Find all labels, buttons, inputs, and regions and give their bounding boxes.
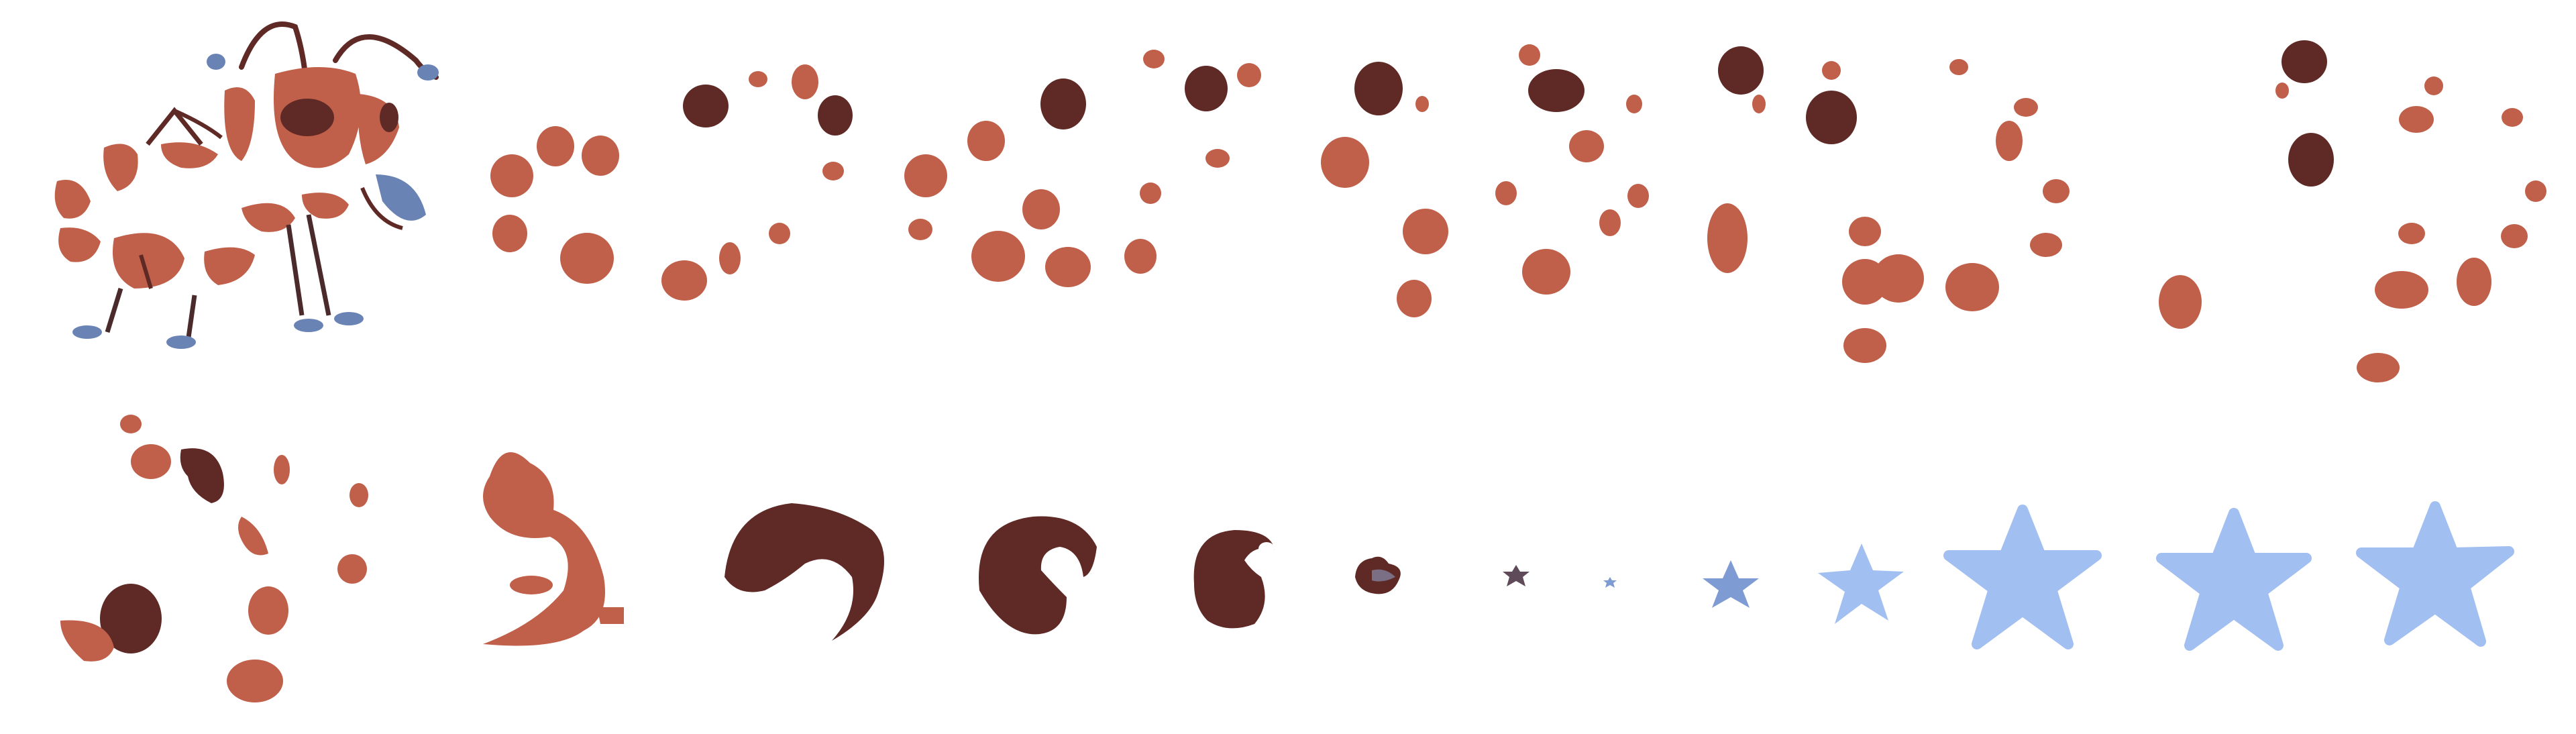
frame-ant-burst-8 xyxy=(1825,0,2080,376)
star-full-1-sprite xyxy=(1943,505,2102,649)
antenna xyxy=(239,21,308,76)
antenna-tip xyxy=(207,54,225,70)
burst-7-sprite xyxy=(1707,46,1888,305)
tiny-star-1-sprite xyxy=(1503,565,1529,586)
foot xyxy=(334,312,364,325)
frame-swirl-4 xyxy=(1181,376,1301,734)
frame-ant-burst-3 xyxy=(892,0,1120,376)
frame-star-grow-1 xyxy=(1677,376,1784,734)
foot xyxy=(166,335,196,349)
frame-swirl-3 xyxy=(966,376,1127,734)
frame-star-full-2 xyxy=(2147,376,2321,734)
foot xyxy=(294,319,323,332)
burst-1-sprite xyxy=(490,126,619,284)
frame-ant-intact xyxy=(40,0,443,376)
frame-swirl-1 xyxy=(456,376,657,734)
frame-ant-burst-9 xyxy=(2080,0,2214,376)
ant-segment xyxy=(161,142,218,168)
burst-2-sprite xyxy=(661,64,853,301)
burst-11-sprite xyxy=(2357,76,2546,382)
ant-eye-side xyxy=(380,103,398,132)
star-full-3-sprite xyxy=(2356,501,2514,647)
ant-segment xyxy=(204,247,255,285)
ant-eye xyxy=(280,99,334,136)
frame-ant-burst-4 xyxy=(1120,0,1295,376)
collapse-sprite xyxy=(60,415,368,702)
mandible-line xyxy=(360,187,403,230)
frame-ant-burst-6 xyxy=(1476,0,1677,376)
star-full-2-sprite xyxy=(2156,508,2312,651)
ant-segment xyxy=(241,203,295,232)
frame-ant-collapse xyxy=(47,376,423,734)
burst-3-sprite xyxy=(904,78,1091,287)
frame-swirl-2 xyxy=(711,376,912,734)
ant-segment xyxy=(103,144,138,191)
frame-ant-burst-7 xyxy=(1697,0,1888,376)
ant-segment xyxy=(54,180,91,219)
frame-star-full-3 xyxy=(2348,376,2522,734)
swirl-2-sprite xyxy=(724,503,884,641)
star-grow-2-sprite xyxy=(1818,543,1904,624)
mandible xyxy=(376,174,426,221)
ant-segment xyxy=(58,227,101,262)
frame-star-grow-2 xyxy=(1798,376,1919,734)
frame-shrink-puff xyxy=(1342,376,1422,734)
shrink-puff-sprite xyxy=(1355,556,1401,594)
ant-leg xyxy=(173,109,223,140)
burst-6-sprite xyxy=(1495,44,1649,295)
frame-tiny-star-2 xyxy=(1576,376,1644,734)
frame-star-full-1 xyxy=(1939,376,2113,734)
ant-leg xyxy=(139,254,153,289)
ant-thorax xyxy=(224,87,255,161)
ant-intact-sprite xyxy=(54,21,439,349)
antenna-tip xyxy=(417,64,439,81)
frame-ant-burst-2 xyxy=(657,0,872,376)
swirl-1-sprite xyxy=(483,452,624,646)
ant-leg xyxy=(286,224,305,316)
tiny-star-2-sprite xyxy=(1603,577,1617,588)
frame-tiny-star-1 xyxy=(1483,376,1550,734)
frame-ant-burst-10 xyxy=(2234,0,2341,376)
burst-8-sprite xyxy=(1843,59,2070,363)
swirl-3-sprite xyxy=(979,516,1097,635)
frame-ant-burst-11 xyxy=(2334,0,2563,382)
ant-abdomen xyxy=(113,233,184,289)
frame-ant-burst-5 xyxy=(1308,0,1469,376)
ant-leg xyxy=(185,295,197,343)
swirl-4-sprite xyxy=(1193,530,1275,629)
burst-9-sprite xyxy=(2159,275,2202,329)
frame-ant-burst-1 xyxy=(483,0,684,376)
ant-segment xyxy=(302,193,349,219)
burst-10-sprite xyxy=(2275,40,2334,187)
ant-leg xyxy=(306,214,331,316)
burst-4-sprite xyxy=(1124,50,1261,274)
star-grow-1-sprite xyxy=(1703,560,1759,608)
foot xyxy=(72,325,102,339)
ant-leg xyxy=(146,107,203,146)
burst-5-sprite xyxy=(1321,62,1448,317)
ant-leg xyxy=(105,287,123,333)
